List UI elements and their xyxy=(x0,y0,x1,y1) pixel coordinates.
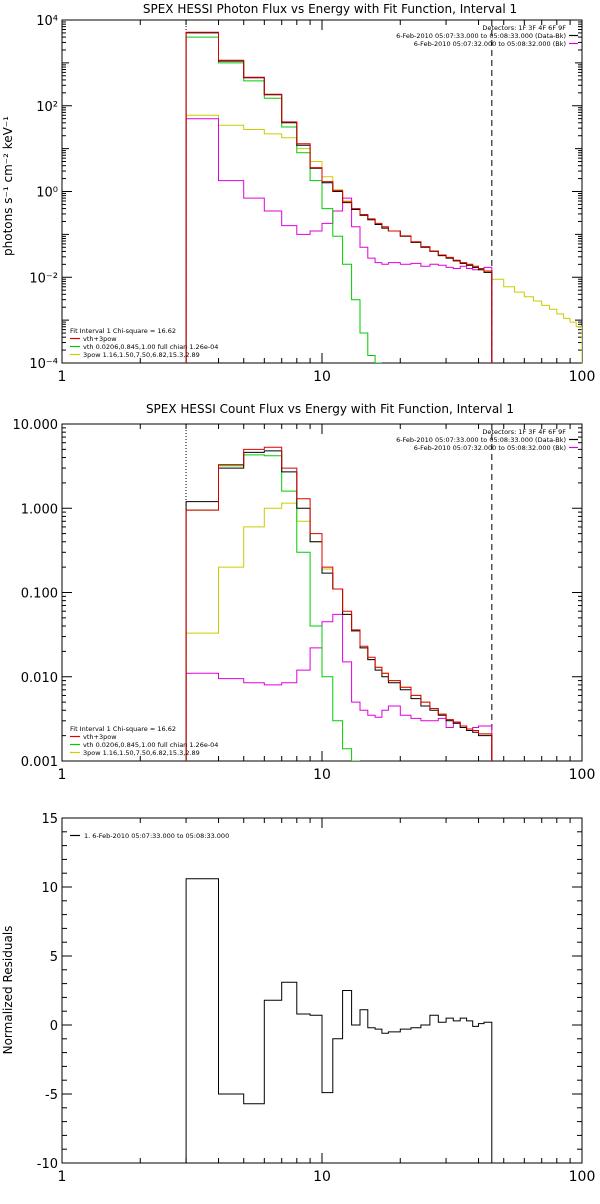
y-tick-label: 0.100 xyxy=(21,587,58,602)
series-line xyxy=(185,118,493,363)
y-tick-label: 10² xyxy=(36,100,58,115)
series-line xyxy=(185,446,493,761)
count-flux-panel: SPEX HESSI Count Flux vs Energy with Fit… xyxy=(13,402,596,783)
photon-flux-ylabel: photons s⁻¹ cm⁻² keV⁻¹ xyxy=(1,116,15,256)
residuals-panel: Normalized Residuals 1 10 100 -10 -5 0 5 10 15 1… xyxy=(1,812,595,1185)
legend-entry: 6-Feb-2010 05:07:32.000 to 05:08:32.000 … xyxy=(414,40,566,48)
x-tick-label: 1 xyxy=(58,369,67,385)
y-tick-label: 1.000 xyxy=(21,502,58,517)
series-line xyxy=(185,454,360,761)
y-tick-label: 0.010 xyxy=(21,671,58,686)
series-line xyxy=(185,36,382,363)
photon-flux-panel: SPEX HESSI Photon Flux vs Energy with Fi… xyxy=(1,2,595,385)
x-tick-label: 100 xyxy=(569,1169,596,1185)
legend-entry: vth 0.0206,0.845,1.00 full chian 1.26e-0… xyxy=(83,741,218,749)
count-flux-plot-area xyxy=(61,423,583,762)
y-tick-label: -5 xyxy=(45,1088,58,1103)
x-tick-label: 10 xyxy=(313,767,331,783)
y-tick-label: 15 xyxy=(41,812,58,827)
residuals-ylabel: Normalized Residuals xyxy=(1,926,15,1055)
count-flux-legend: Detectors: 1F 3F 4F 6F 9F6-Feb-2010 05:0… xyxy=(70,428,578,757)
count-flux-tick-labels: 1 10 100 0.001 0.010 0.100 1.000 10.000 xyxy=(13,418,596,783)
legend-entry: 6-Feb-2010 05:07:33.000 to 05:08:33.000 … xyxy=(396,436,566,444)
legend-entry: Detectors: 1F 3F 4F 6F 9F xyxy=(482,24,566,32)
series-line xyxy=(185,31,493,363)
series-line xyxy=(185,613,493,761)
photon-flux-plot-area xyxy=(61,19,583,364)
legend-entry: vth+3pow xyxy=(83,335,117,343)
y-tick-label: 10⁻² xyxy=(29,271,58,286)
legend-entry: Detectors: 1F 3F 4F 6F 9F xyxy=(482,428,566,436)
y-tick-label: 5 xyxy=(50,950,58,965)
legend-entry: vth 0.0206,0.845,1.00 full chian 1.26e-0… xyxy=(83,343,218,351)
series-line xyxy=(185,114,582,363)
legend-entry: 6-Feb-2010 05:07:32.000 to 05:08:32.000 … xyxy=(414,444,566,452)
legend-entry: Fit Interval 1 Chi-square = 16.62 xyxy=(70,327,176,335)
legend-entry: 3pow 1.16,1.50,7.50,6.82,15.3,2.89 xyxy=(83,749,200,757)
residuals-plot-area xyxy=(61,817,583,1164)
residuals-legend: 1. 6-Feb-2010 05:07:33.000 to 05:08:33.0… xyxy=(70,832,229,840)
legend-entry: Fit Interval 1 Chi-square = 16.62 xyxy=(70,725,176,733)
x-tick-label: 10 xyxy=(313,1169,331,1185)
y-tick-label: 10 xyxy=(41,881,58,896)
series-line xyxy=(185,878,493,1163)
legend-entry: 1. 6-Feb-2010 05:07:33.000 to 05:08:33.0… xyxy=(84,832,229,840)
legend-entry: vth+3pow xyxy=(83,733,117,741)
x-tick-label: 1 xyxy=(58,767,67,783)
y-tick-label: 0.001 xyxy=(21,755,58,770)
photon-flux-tick-labels: 1 10 100 10⁻⁴ 10⁻² 10⁰ 10² 10⁴ xyxy=(29,14,595,385)
photon-flux-legend: Detectors: 1F 3F 4F 6F 9F6-Feb-2010 05:0… xyxy=(70,24,578,359)
legend-entry: 3pow 1.16,1.50,7.50,6.82,15.3,2.89 xyxy=(83,351,200,359)
x-tick-label: 1 xyxy=(58,1169,67,1185)
x-tick-label: 100 xyxy=(569,369,596,385)
x-tick-label: 10 xyxy=(313,369,331,385)
plot-frame xyxy=(61,423,583,762)
count-flux-title: SPEX HESSI Count Flux vs Energy with Fit… xyxy=(146,402,514,416)
y-tick-label: 0 xyxy=(50,1019,58,1034)
y-tick-label: 10⁰ xyxy=(36,186,58,201)
series-line xyxy=(185,32,493,363)
x-tick-label: 100 xyxy=(569,767,596,783)
y-tick-label: 10⁴ xyxy=(36,14,58,29)
y-tick-label: -10 xyxy=(37,1157,58,1172)
y-tick-label: 10.000 xyxy=(13,418,59,433)
photon-flux-title: SPEX HESSI Photon Flux vs Energy with Fi… xyxy=(143,2,517,16)
y-tick-label: 10⁻⁴ xyxy=(29,357,58,372)
legend-entry: 6-Feb-2010 05:07:33.000 to 05:08:33.000 … xyxy=(396,32,566,40)
plot-frame xyxy=(61,817,583,1164)
residuals-tick-labels: 1 10 100 -10 -5 0 5 10 15 xyxy=(37,812,596,1185)
